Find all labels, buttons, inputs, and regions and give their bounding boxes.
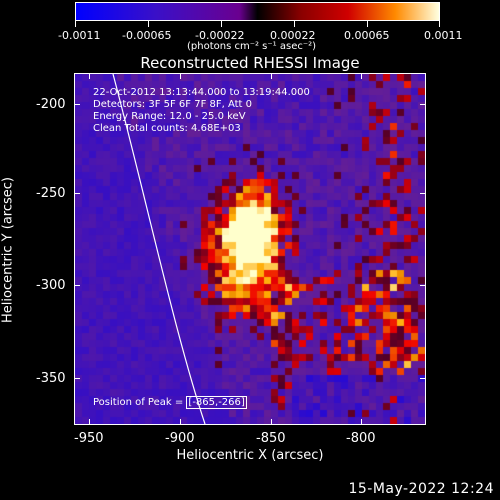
y-tick-label: -300 (36, 278, 66, 293)
colorbar (75, 2, 440, 21)
y-tick (420, 378, 426, 379)
limb-curve (112, 74, 206, 424)
colorbar-tick-label: -0.00065 (122, 29, 172, 42)
info-detectors: Detectors: 3F 5F 6F 7F 8F, Att 0 (93, 99, 253, 110)
y-tick (420, 193, 426, 194)
y-tick (74, 285, 80, 286)
y-tick-label: -200 (36, 97, 66, 112)
info-energy-range: Energy Range: 12.0 - 25.0 keV (93, 111, 246, 122)
colorbar-tick-label: 0.0011 (424, 29, 463, 42)
x-tick (271, 73, 272, 79)
y-tick (420, 104, 426, 105)
y-axis-label: Heliocentric Y (arcsec) (0, 177, 16, 323)
x-tick (271, 419, 272, 425)
peak-label-text: Position of Peak = (93, 397, 187, 408)
colorbar-tick (221, 21, 222, 27)
colorbar-tick (294, 21, 295, 27)
info-time-range: 22-Oct-2012 13:13:44.000 to 13:19:44.000 (93, 87, 310, 98)
colorbar-gradient (76, 3, 439, 20)
y-tick-label: -350 (36, 371, 66, 386)
colorbar-tick (439, 21, 440, 27)
x-tick-label: -800 (346, 431, 376, 446)
plot-area: 22-Oct-2012 13:13:44.000 to 13:19:44.000… (74, 73, 426, 425)
x-tick (180, 419, 181, 425)
x-axis-label: Heliocentric X (arcsec) (176, 448, 324, 463)
x-tick (180, 73, 181, 79)
peak-position-value: [-865,-266] (186, 396, 247, 409)
x-tick (361, 73, 362, 79)
colorbar-tick-label: -0.00022 (195, 29, 245, 42)
plot-title: Reconstructed RHESSI Image (140, 54, 360, 72)
x-tick (361, 419, 362, 425)
x-tick (89, 419, 90, 425)
footer-date: 15-May-2022 12:24 (348, 481, 494, 497)
colorbar-tick-label: 0.00022 (270, 29, 316, 42)
x-tick-label: -900 (165, 431, 195, 446)
colorbar-tick (367, 21, 368, 27)
y-tick-label: -250 (36, 186, 66, 201)
y-tick (74, 378, 80, 379)
x-tick (89, 73, 90, 79)
peak-position-label: Position of Peak = [-865,-266] (93, 396, 247, 409)
colorbar-tick (148, 21, 149, 27)
x-tick-label: -850 (256, 431, 286, 446)
info-clean-counts: Clean Total counts: 4.68E+03 (93, 123, 241, 134)
colorbar-tick-label: -0.0011 (58, 29, 101, 42)
y-tick (74, 104, 80, 105)
colorbar-units: (photons cm⁻² s⁻¹ asec⁻²) (187, 41, 317, 52)
rhessi-image-heatmap (75, 74, 425, 424)
colorbar-tick (75, 21, 76, 27)
y-tick (420, 285, 426, 286)
x-tick-label: -950 (74, 431, 104, 446)
colorbar-tick-label: 0.00065 (344, 29, 390, 42)
y-tick (74, 193, 80, 194)
